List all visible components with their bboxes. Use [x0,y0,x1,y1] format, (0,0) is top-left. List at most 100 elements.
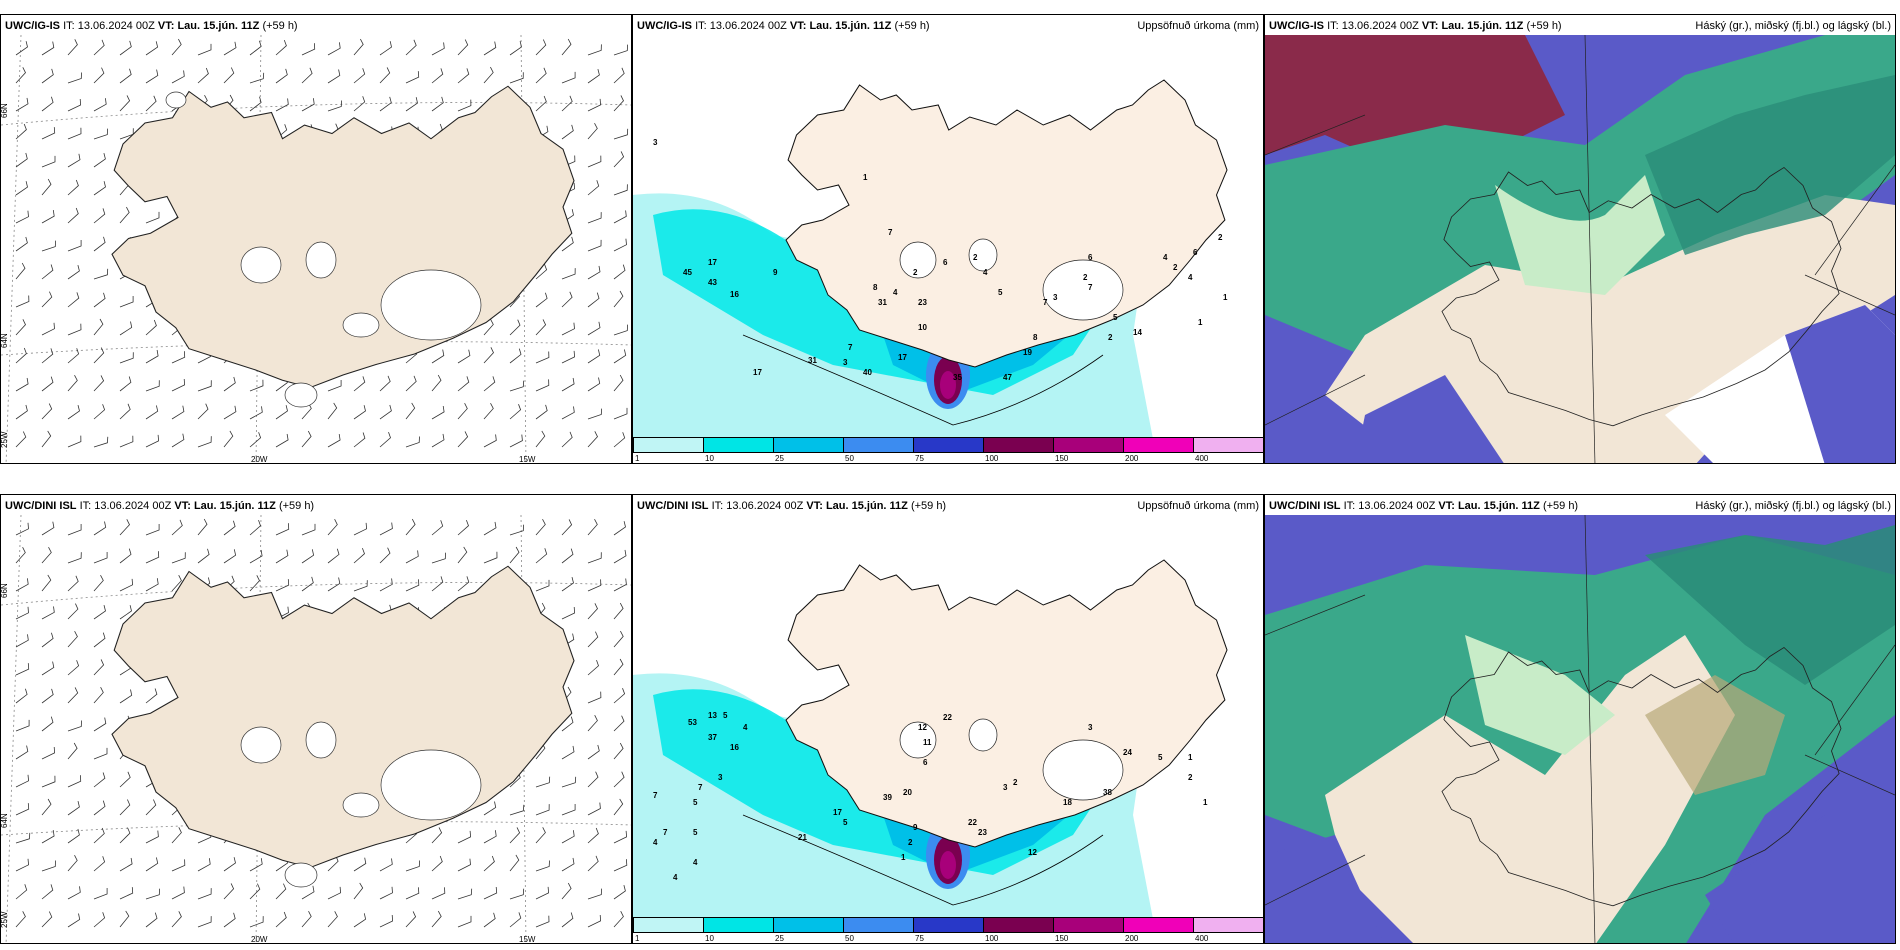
wind-barb [457,519,469,536]
wind-barb [301,576,314,592]
wind-barb [41,240,56,252]
wind-barb [613,578,627,592]
precip-amount-label: 5 [693,798,698,807]
colorbar-tick-label: 25 [775,934,784,943]
wind-barb [353,882,364,900]
wind-barb [535,519,546,536]
precip-colorbar: 1 10 25 50 75 100 150 200 400 [633,437,1263,463]
precip-amount-label: 5 [723,711,728,720]
precip-amount-label: 53 [688,718,697,727]
colorbar-swatch [843,917,914,933]
wind-barb [613,911,624,928]
wind-barb [483,434,497,448]
wind-barb [197,518,208,536]
wind-barb [275,433,289,448]
wind-barb [327,911,338,928]
wind-barb [483,403,494,420]
wind-barb [41,178,52,196]
wind-barb [379,67,391,84]
wind-barb [379,375,391,392]
wind-barb [613,67,625,84]
precip-amount-label: 2 [1188,773,1193,782]
wind-barb [587,771,599,788]
wind-barb [327,380,342,392]
wind-barb [93,552,108,564]
wind-barb [613,290,624,308]
wind-barb [561,804,576,816]
wind-barb [561,548,574,564]
wind-barb [119,857,133,872]
wind-barb [327,100,342,112]
wind-barb [587,44,602,56]
precip-amount-label: 4 [983,268,988,277]
wind-barb [431,520,444,536]
wind-barb [119,95,131,112]
colorbar-swatch [1053,917,1124,933]
wind-barb [171,519,183,536]
wind-barb [457,376,470,392]
wind-barb [41,884,54,900]
precip-amount-label: 4 [893,288,898,297]
wind-barb [405,579,420,592]
precip-amount-label: 5 [693,828,698,837]
wind-barb [93,888,108,900]
wind-barb [327,402,338,420]
wind-barb [41,775,56,788]
colorbar-swatch [1123,917,1194,933]
wind-barb [613,884,626,900]
wind-barb [587,321,601,336]
precip-amount-label: 1 [1203,798,1208,807]
wind-barb [67,264,80,280]
wind-barb [223,520,236,536]
precip-amount-label: 1 [1223,293,1228,302]
precip-amount-label: 5 [1158,753,1163,762]
wind-barb [483,855,495,872]
wind-barb [613,210,627,224]
wind-barb [587,68,600,84]
wind-barb [613,521,626,536]
wind-barb [431,433,445,448]
wind-barb [379,578,393,592]
lat-label: 64N [1,333,9,348]
wind-barb [379,914,394,928]
wind-barb [353,405,366,420]
wind-barb [587,98,602,112]
lon-label: 25W [1,431,9,448]
wind-barb [249,96,262,112]
wind-barb [93,632,106,648]
precip-title: Uppsöfnuð úrkoma (mm) [1137,500,1259,512]
wind-barb [197,67,209,84]
wind-barb [93,404,106,420]
precip-amount-label: 38 [1103,788,1112,797]
colorbar-swatch [913,437,984,453]
precip-amount-label: 7 [663,828,668,837]
wind-barb [197,548,210,564]
wind-barb [509,72,524,84]
wind-barb [587,888,602,900]
wind-barb [613,128,629,140]
wind-barb [483,886,498,900]
wind-barb [145,888,160,900]
wind-barb [119,548,132,564]
wind-barb [587,659,599,676]
wind-barb [145,912,158,928]
precip-amount-label: 8 [1033,333,1038,342]
wind-barb [405,71,420,84]
panel-header: UWC/DINI ISL IT: 13.06.2024 00Z VT: Lau.… [637,500,1259,512]
wind-barb [67,524,82,536]
wind-barb [431,42,445,56]
colorbar-swatch [773,437,844,453]
wind-barb [431,349,445,364]
wind-barb [119,887,134,900]
wind-barb [93,292,106,308]
wind-barb [119,827,131,844]
wind-barb [15,634,29,648]
wind-barb [535,264,548,280]
wind-barb [41,291,53,308]
wind-barb [613,95,624,112]
colorbar-tick-label: 50 [845,454,854,463]
wind-barb [223,430,234,448]
wind-barb [457,349,471,364]
wind-barb [405,887,420,900]
colorbar-swatch [1053,437,1124,453]
